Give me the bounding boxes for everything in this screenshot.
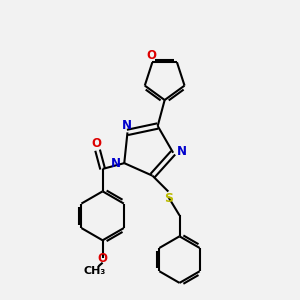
Text: S: S: [164, 192, 173, 205]
Text: CH₃: CH₃: [83, 266, 105, 276]
Text: O: O: [98, 252, 108, 265]
Text: N: N: [111, 157, 121, 169]
Text: O: O: [147, 49, 157, 62]
Text: N: N: [176, 145, 187, 158]
Text: N: N: [122, 119, 132, 132]
Text: O: O: [91, 137, 101, 150]
